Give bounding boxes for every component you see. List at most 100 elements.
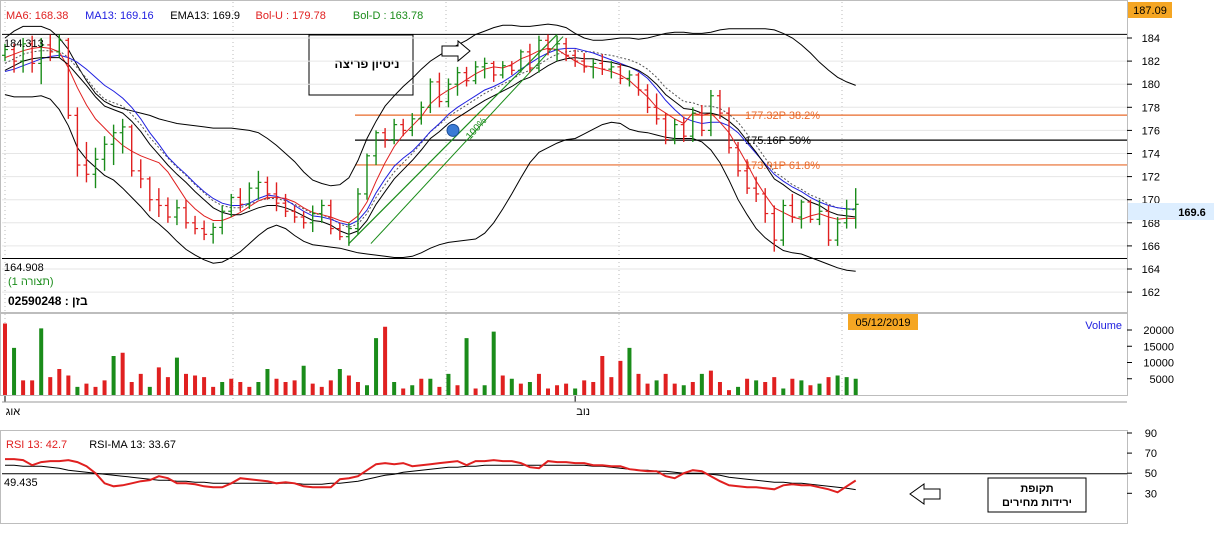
price-labels: 187.09 169.6 184.313 164.908 (תצורה 1) ב…: [4, 2, 1214, 489]
low-label: 164.908: [4, 262, 44, 274]
volume-bar: [790, 378, 795, 395]
rsi-legend-item: RSI 13: 42.7: [6, 439, 67, 451]
chart-layer: 1621641661681701721741761781801821845000…: [2, 10, 1174, 500]
volume-bar: [401, 388, 406, 395]
volume-bar: [582, 380, 587, 395]
volume-bar: [717, 382, 722, 395]
ma13-line: [4, 47, 856, 226]
price-tick-label: 178: [1142, 102, 1160, 114]
volume-bar: [102, 380, 107, 395]
volume-bar: [708, 370, 713, 395]
volume-bar: [672, 383, 677, 395]
ma6-line: [4, 46, 856, 224]
volume-bar: [383, 326, 388, 395]
bollinger-upper-line: [4, 23, 856, 187]
price-legend-item: Bol-U : 179.78: [256, 10, 326, 22]
volume-bar: [437, 386, 442, 395]
bollinger-lower-line: [4, 94, 856, 272]
last-price-badge-bg: [1128, 203, 1214, 220]
volume-bar: [464, 338, 469, 395]
rsi-tick-label: 30: [1145, 488, 1157, 500]
volume-bar: [564, 383, 569, 395]
volume-bar: [853, 378, 858, 395]
price-legend-item: Bol-D : 163.78: [353, 10, 423, 22]
volume-bar: [21, 380, 26, 395]
volume-bar: [156, 367, 161, 395]
falling-period-line-1: תקופת: [1020, 483, 1053, 495]
volume-bar: [256, 382, 261, 395]
volume-bar: [473, 388, 478, 395]
volume-bar: [84, 383, 89, 395]
volume-bar: [3, 323, 7, 395]
price-tick-label: 176: [1142, 125, 1160, 137]
volume-bar: [346, 375, 351, 395]
volume-tick-label: 15000: [1143, 341, 1174, 353]
arrow-left-icon: [909, 483, 941, 505]
volume-bar: [645, 383, 650, 395]
price-tick-label: 182: [1142, 56, 1160, 68]
volume-bar: [310, 383, 315, 395]
volume-bar: [754, 380, 759, 395]
price-panel-frame: [0, 0, 1128, 313]
volume-bar: [410, 385, 415, 395]
volume-bar: [283, 382, 288, 395]
volume-bar: [301, 365, 306, 395]
volume-bar: [736, 386, 741, 395]
price-tick-label: 180: [1142, 79, 1160, 91]
volume-bar: [654, 380, 659, 395]
fibonacci-level-label: 175.16P 50%: [745, 135, 811, 147]
volume-bar: [193, 375, 198, 395]
volume-bar: [12, 347, 17, 395]
volume-bar: [428, 378, 433, 395]
volume-bar: [111, 356, 116, 395]
volume-bar: [573, 388, 578, 395]
volume-bar: [392, 382, 397, 395]
high-label: 184.313: [4, 38, 44, 50]
volume-bar: [636, 373, 641, 395]
volume-bar: [518, 383, 523, 395]
price-tick-label: 172: [1142, 172, 1160, 184]
volume-bar: [30, 380, 35, 395]
volume-bar: [546, 388, 550, 395]
rsi-panel-frame: [0, 430, 1128, 524]
volume-bar: [265, 369, 270, 395]
symbol-label: בזן : 02590248: [8, 294, 88, 308]
volume-bar: [817, 383, 822, 395]
volume-bar: [48, 377, 53, 395]
volume-bar: [555, 385, 560, 395]
rsi-line: [5, 458, 857, 494]
price-legend-item: MA6: 168.38: [6, 10, 68, 22]
volume-bar: [75, 386, 80, 395]
price-tick-label: 184: [1142, 33, 1160, 45]
volume-tick-label: 20000: [1143, 325, 1174, 337]
price-tick-label: 164: [1142, 264, 1160, 276]
volume-bar: [229, 378, 234, 395]
volume-bar: [772, 377, 777, 395]
date-badge: 05/12/2019: [855, 317, 910, 329]
top-price-badge-bg: [1128, 2, 1172, 18]
volume-bar: [699, 373, 704, 395]
volume-bar: [39, 328, 44, 395]
fibonacci-level-label: 177.32P 38.2%: [745, 110, 820, 122]
uptrend-parallel-line: [370, 36, 564, 244]
volume-bar: [138, 373, 143, 395]
volume-bar: [247, 386, 252, 395]
volume-bar: [663, 373, 668, 395]
volume-bar: [491, 331, 496, 395]
volume-bar: [781, 388, 786, 395]
volume-bar: [292, 380, 297, 395]
volume-bar: [844, 377, 849, 395]
volume-bar: [681, 385, 686, 395]
volume-bar: [202, 377, 207, 395]
ema13-line: [4, 50, 856, 228]
last-price-badge: 169.6: [1178, 207, 1206, 219]
falling-period-frame: [987, 477, 1087, 513]
volume-bar: [337, 369, 342, 395]
volume-bar: [835, 375, 840, 395]
rsi-legend-item: RSI-MA 13: 33.67: [89, 439, 176, 451]
volume-bar: [455, 385, 460, 395]
volume-bar: [211, 386, 216, 395]
volume-bar: [57, 369, 62, 395]
uptrend-line: [348, 34, 558, 245]
